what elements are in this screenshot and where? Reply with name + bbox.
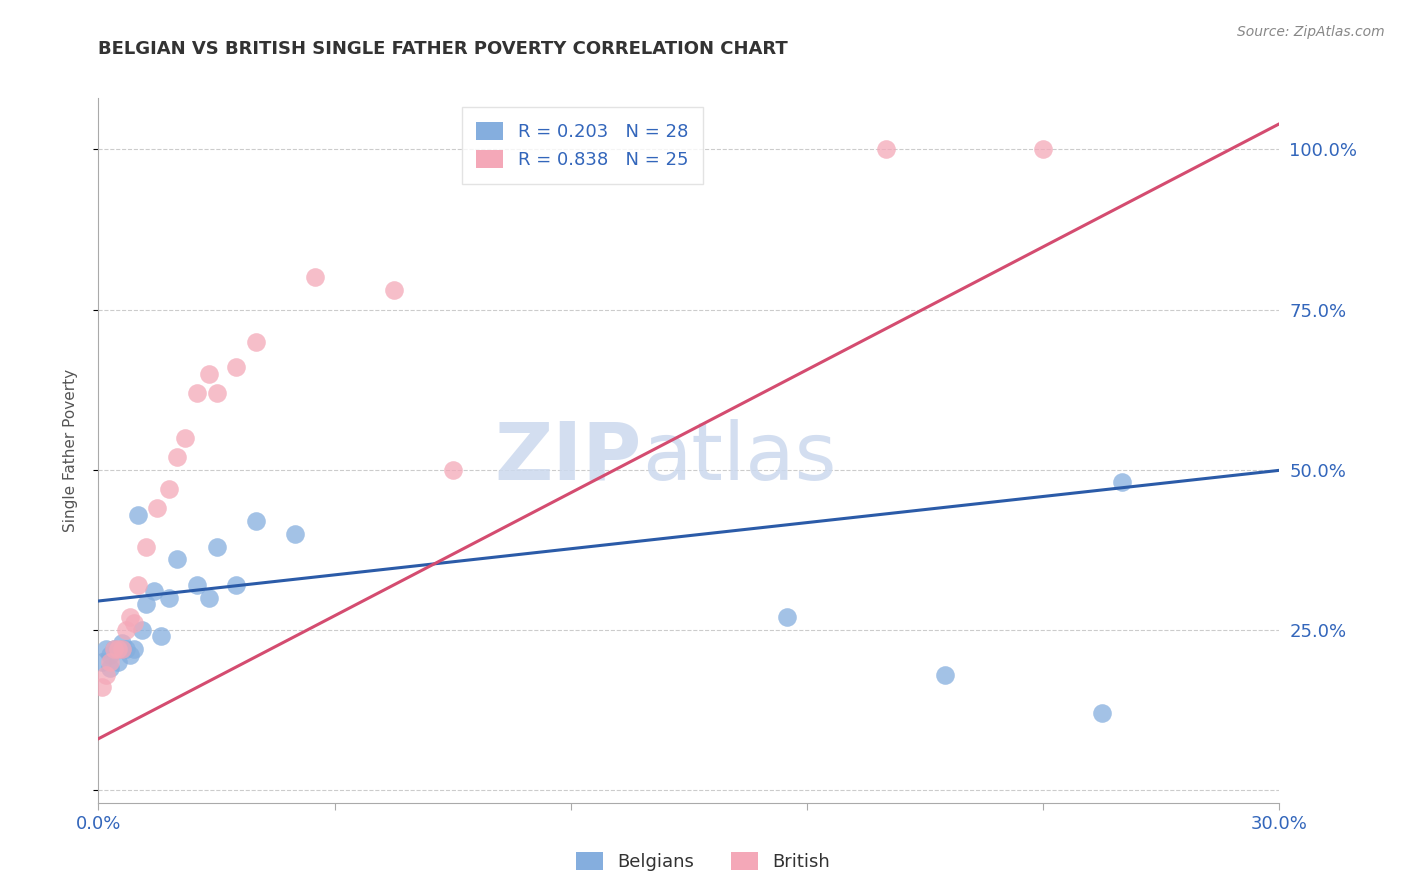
Point bbox=[111, 642, 134, 657]
Point bbox=[107, 655, 129, 669]
Point bbox=[91, 681, 114, 695]
Point bbox=[284, 526, 307, 541]
Point bbox=[111, 635, 134, 649]
Point bbox=[142, 584, 165, 599]
Point bbox=[135, 540, 157, 554]
Text: Source: ZipAtlas.com: Source: ZipAtlas.com bbox=[1237, 25, 1385, 39]
Point bbox=[122, 642, 145, 657]
Point bbox=[118, 648, 141, 663]
Y-axis label: Single Father Poverty: Single Father Poverty bbox=[63, 369, 77, 532]
Point bbox=[197, 591, 219, 605]
Text: atlas: atlas bbox=[641, 418, 837, 497]
Legend: R = 0.203   N = 28, R = 0.838   N = 25: R = 0.203 N = 28, R = 0.838 N = 25 bbox=[461, 107, 703, 184]
Point bbox=[205, 385, 228, 400]
Point bbox=[96, 642, 118, 657]
Point bbox=[157, 591, 180, 605]
Point bbox=[1111, 475, 1133, 490]
Point bbox=[197, 367, 219, 381]
Point bbox=[186, 385, 208, 400]
Point bbox=[103, 642, 125, 657]
Point bbox=[225, 360, 247, 375]
Point bbox=[107, 642, 129, 657]
Point bbox=[441, 463, 464, 477]
Point bbox=[127, 578, 149, 592]
Point bbox=[98, 655, 121, 669]
Point bbox=[875, 142, 897, 156]
Point bbox=[115, 623, 138, 637]
Point bbox=[150, 629, 173, 643]
Legend: Belgians, British: Belgians, British bbox=[569, 845, 837, 879]
Point bbox=[103, 642, 125, 657]
Point bbox=[118, 610, 141, 624]
Point bbox=[98, 661, 121, 675]
Point bbox=[776, 610, 799, 624]
Point bbox=[111, 642, 134, 657]
Point bbox=[225, 578, 247, 592]
Point bbox=[127, 508, 149, 522]
Point bbox=[1032, 142, 1054, 156]
Point bbox=[934, 667, 956, 681]
Point bbox=[166, 450, 188, 464]
Point bbox=[166, 552, 188, 566]
Point bbox=[146, 501, 169, 516]
Point bbox=[135, 597, 157, 611]
Point bbox=[122, 616, 145, 631]
Point bbox=[157, 482, 180, 496]
Point bbox=[245, 334, 267, 349]
Point bbox=[1091, 706, 1114, 720]
Point bbox=[98, 648, 121, 663]
Point bbox=[245, 514, 267, 528]
Point bbox=[91, 655, 114, 669]
Point bbox=[382, 283, 405, 297]
Point bbox=[205, 540, 228, 554]
Text: ZIP: ZIP bbox=[495, 418, 641, 497]
Point bbox=[304, 270, 326, 285]
Point bbox=[174, 431, 197, 445]
Point bbox=[131, 623, 153, 637]
Point bbox=[186, 578, 208, 592]
Point bbox=[115, 642, 138, 657]
Text: BELGIAN VS BRITISH SINGLE FATHER POVERTY CORRELATION CHART: BELGIAN VS BRITISH SINGLE FATHER POVERTY… bbox=[98, 40, 789, 58]
Point bbox=[96, 667, 118, 681]
